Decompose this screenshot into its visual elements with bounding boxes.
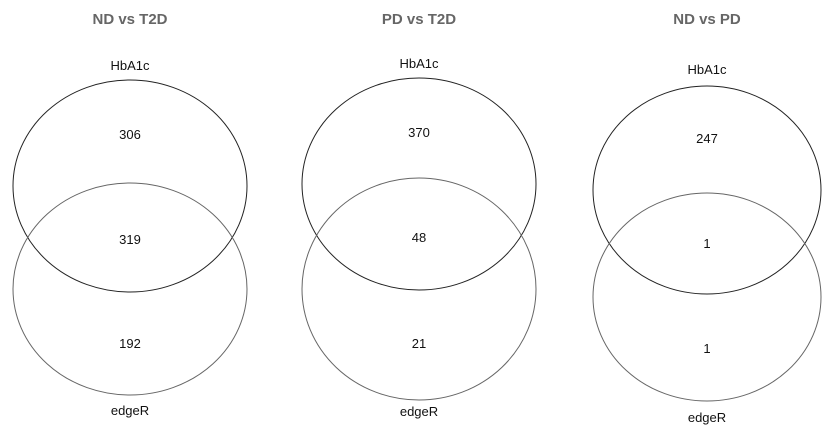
count-overlap: 48 [412,230,426,245]
count-only-bottom: 192 [119,336,141,351]
venn-panel-nd-vs-t2d: ND vs T2D HbA1c 306 319 192 edgeR [12,11,248,418]
set-label-bottom: edgeR [111,403,149,418]
count-only-top: 306 [119,127,141,142]
count-overlap: 319 [119,232,141,247]
set-circle-bottom [592,192,822,402]
set-label-top: HbA1c [110,58,150,73]
set-circle-top [301,77,537,291]
panel-title: PD vs T2D [382,11,456,28]
count-only-bottom: 1 [703,341,710,356]
set-label-top: HbA1c [687,62,727,77]
panel-title: ND vs T2D [92,11,167,28]
set-circle-bottom [301,177,537,401]
venn-panel-pd-vs-t2d: PD vs T2D HbA1c 370 48 21 edgeR [301,11,537,419]
count-overlap: 1 [703,236,710,251]
set-circle-top [592,85,822,295]
set-circle-top [12,79,248,293]
count-only-top: 247 [696,131,718,146]
set-label-bottom: edgeR [400,404,438,419]
panel-title: ND vs PD [673,11,741,28]
venn-panel-nd-vs-pd: ND vs PD HbA1c 247 1 1 edgeR [592,11,822,425]
set-label-bottom: edgeR [688,410,726,425]
set-label-top: HbA1c [399,56,439,71]
set-circle-bottom [12,182,248,396]
count-only-bottom: 21 [412,336,426,351]
count-only-top: 370 [408,125,430,140]
